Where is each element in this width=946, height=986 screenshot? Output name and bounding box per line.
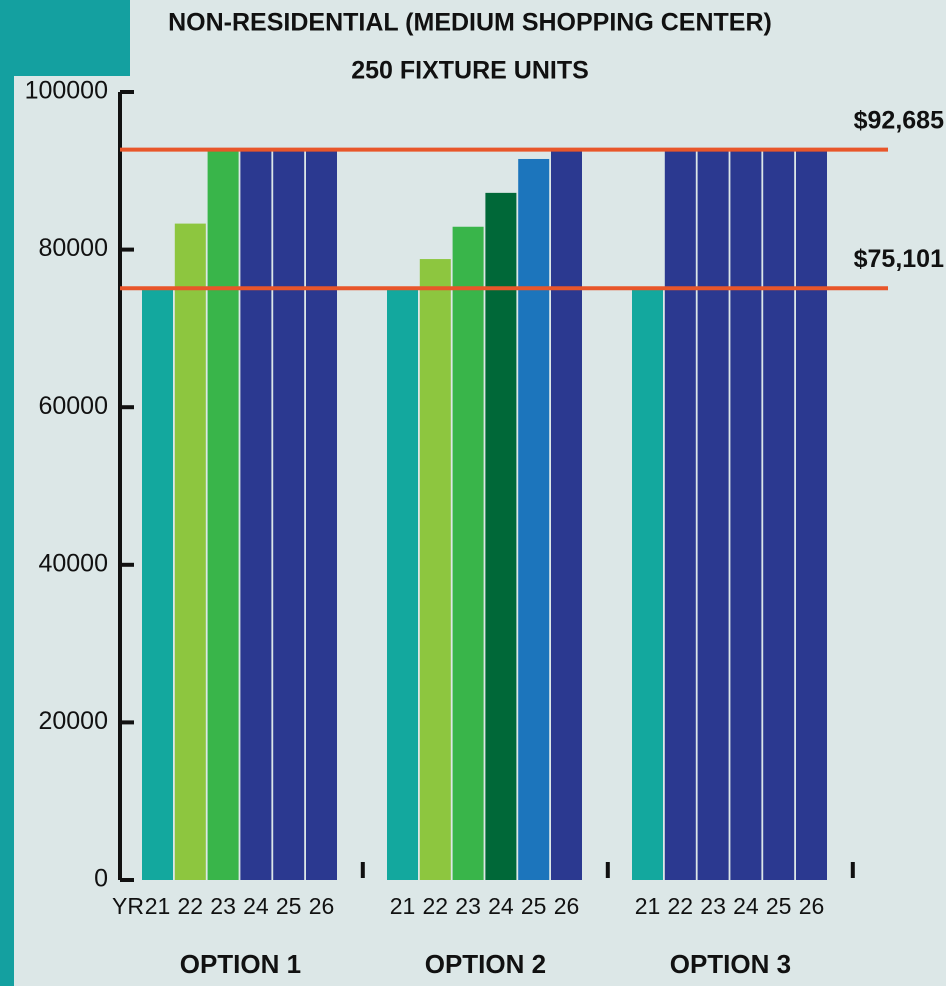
bar [240,150,271,880]
reference-label: $92,685 [854,106,944,134]
x-tick-label: 23 [455,893,481,919]
x-axis-label: YR [112,893,144,919]
x-tick-label: 22 [178,893,204,919]
y-tick-label: 0 [94,865,108,893]
bar [175,224,206,880]
x-tick-label: 23 [210,893,236,919]
bar [632,288,663,880]
bar [665,150,696,880]
x-tick-label: 25 [276,893,302,919]
bar [420,259,451,880]
x-tick-label: 26 [309,893,335,919]
y-tick-label: 40000 [38,549,108,577]
bar [485,193,516,880]
bar [551,150,582,880]
x-tick-label: 24 [488,893,514,919]
bar [453,227,484,880]
bar [142,288,173,880]
group-label: OPTION 2 [425,949,546,979]
x-tick-label: 24 [243,893,269,919]
x-tick-label: 25 [521,893,547,919]
x-tick-label: 22 [423,893,449,919]
x-tick-label: 23 [700,893,726,919]
bar [208,150,239,880]
page: {"chart_data": {"type": "bar", "title": … [0,0,946,986]
x-tick-label: 24 [733,893,759,919]
x-tick-label: 26 [799,893,825,919]
x-tick-label: 21 [390,893,416,919]
bar [763,150,794,880]
bar [730,150,761,880]
y-tick-label: 100000 [25,77,108,105]
chart-subtitle: 250 FIXTURE UNITS [351,57,589,85]
bar [698,150,729,880]
y-tick-label: 20000 [38,707,108,735]
y-tick-label: 80000 [38,234,108,262]
bar [387,288,418,880]
x-tick-label: 21 [145,893,171,919]
bar [796,150,827,880]
chart: NON-RESIDENTIAL (MEDIUM SHOPPING CENTER)… [0,0,946,986]
group-label: OPTION 3 [670,949,791,979]
bar [518,159,549,880]
x-tick-label: 26 [554,893,580,919]
bar [306,150,337,880]
x-tick-label: 25 [766,893,792,919]
bar [273,150,304,880]
x-tick-label: 22 [668,893,694,919]
group-label: OPTION 1 [180,949,301,979]
y-tick-label: 60000 [38,392,108,420]
x-tick-label: 21 [635,893,661,919]
reference-label: $75,101 [854,245,944,273]
chart-title: NON-RESIDENTIAL (MEDIUM SHOPPING CENTER) [168,9,772,37]
